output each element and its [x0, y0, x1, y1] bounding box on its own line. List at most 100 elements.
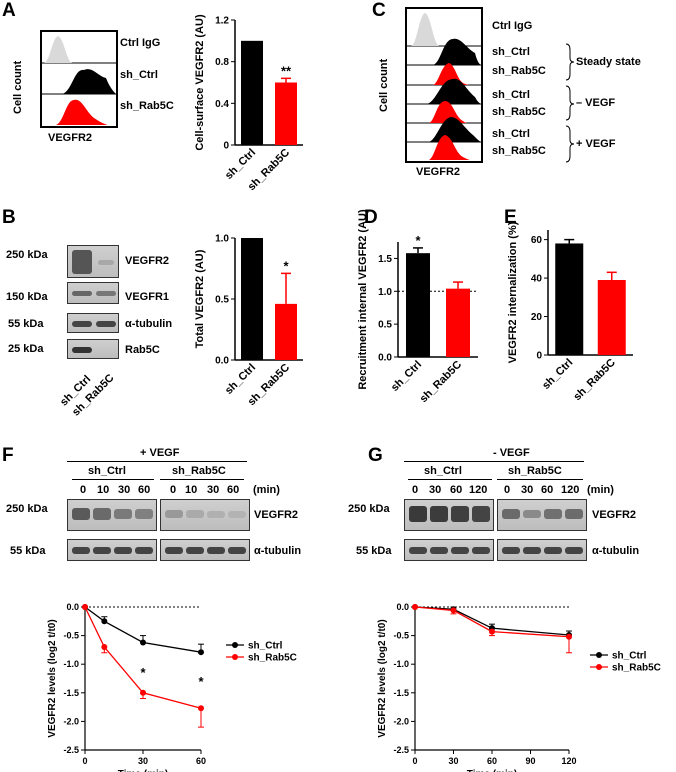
- y-axis-label: VEGFR2 levels (log2 t/t0): [47, 619, 58, 737]
- y-tick-label: -2.0: [63, 716, 79, 726]
- marker-label-b: 150 kDa: [6, 291, 48, 303]
- timepoint-label-f: 10: [185, 484, 198, 496]
- histogram-a-ylabel: Cell count: [12, 60, 24, 114]
- group-label-c: + VEGF: [576, 138, 616, 150]
- group-line-g: [408, 479, 492, 480]
- data-point: [198, 705, 204, 712]
- bar: [275, 82, 297, 145]
- histogram-c-row-label: Ctrl IgG: [492, 20, 533, 32]
- histogram-a-shrab5c: [56, 99, 108, 125]
- histogram-a-row-label: sh_Rab5C: [120, 100, 174, 112]
- x-tick-label: 0: [412, 756, 417, 766]
- y-tick-label: -1.5: [63, 688, 79, 698]
- group-line-f: [72, 479, 154, 480]
- bar: [241, 40, 263, 146]
- timepoint-label-f: 30: [118, 484, 131, 496]
- histogram-c-curves: [407, 13, 481, 160]
- blot-b-vegfr1: [67, 282, 119, 304]
- y-axis-label: Cell-surface VEGFR2 (AU): [194, 14, 206, 151]
- x-tick-label: 0: [82, 756, 87, 766]
- panel-letter-d: D: [364, 207, 378, 228]
- histogram-a-row-label: sh_Ctrl: [120, 69, 158, 81]
- legend-label: sh_Ctrl: [612, 651, 647, 662]
- series-line: [414, 606, 570, 638]
- bar: [555, 243, 584, 355]
- x-tick-label: sh_Ctrl: [389, 359, 424, 394]
- x-tick-label: sh_Rab5C: [418, 359, 465, 406]
- protein-label-b: α-tubulin: [125, 318, 173, 330]
- y-tick-label: 1.0: [215, 234, 229, 245]
- time-unit-g: (min): [587, 484, 614, 496]
- timepoint-label-f: 30: [207, 484, 220, 496]
- histogram-c-row-label: sh_Ctrl: [492, 46, 530, 58]
- timepoint-label-f: 10: [97, 484, 110, 496]
- y-tick-label: 0: [223, 141, 229, 152]
- y-tick-label: 1.0: [378, 287, 392, 298]
- blot-g-tubulin-shrab5c: [497, 539, 587, 561]
- legend-label: sh_Rab5C: [612, 663, 661, 674]
- condition-line-f: [67, 461, 247, 462]
- marker-label-b: 55 kDa: [8, 318, 44, 330]
- histogram-c-shctrl: [427, 78, 481, 104]
- histogram-a-igg: [44, 36, 72, 63]
- group-label-g: sh_Ctrl: [424, 465, 462, 477]
- blot-b-rab5c: [67, 339, 119, 359]
- legend-marker: [596, 652, 602, 658]
- marker-label-f: 250 kDa: [6, 503, 48, 515]
- y-tick-label: 20: [531, 312, 543, 323]
- y-tick-label: 0.0: [396, 602, 409, 612]
- histogram-c-igg: [411, 13, 439, 46]
- timepoint-label-f: 0: [80, 484, 87, 496]
- protein-label-f: VEGFR2: [254, 509, 299, 521]
- histogram-c-shrab5c: [429, 101, 469, 123]
- y-tick-label: -1.0: [63, 659, 79, 669]
- flow-histogram-a: [40, 30, 118, 128]
- y-axis-label: Total VEGFR2 (AU): [194, 249, 206, 348]
- histogram-a-row-label: Ctrl IgG: [120, 37, 161, 49]
- x-tick-label: 120: [561, 756, 576, 766]
- blot-g-vegfr2-shctrl: [404, 499, 494, 531]
- histogram-c-row-label: sh_Ctrl: [492, 89, 530, 101]
- line-chart-f: 0.0 -0.5 -1.0 -1.5 -2.0 -2.50 30 60 Time (min) VE…: [47, 602, 297, 772]
- protein-label-b: Rab5C: [125, 344, 160, 356]
- timepoint-label-g: 30: [429, 484, 442, 496]
- y-axis-label: Recruitment internal VEGFR2 (AU): [357, 209, 369, 390]
- group-label-c: Steady state: [576, 56, 641, 68]
- marker-label-b: 250 kDa: [6, 249, 48, 261]
- panel-letter-f: F: [2, 445, 14, 466]
- bar: [241, 238, 263, 360]
- x-tick-label: 60: [487, 756, 497, 766]
- timepoint-label-g: 60: [450, 484, 463, 496]
- panel-letter-b: B: [2, 207, 16, 228]
- histogram-c-ylabel: Cell count: [378, 58, 390, 112]
- condition-label-g: - VEGF: [493, 447, 530, 459]
- group-label-f: sh_Rab5C: [172, 465, 226, 477]
- histogram-c-row-label: sh_Rab5C: [492, 145, 546, 157]
- blot-f-tubulin-shctrl: [67, 539, 157, 561]
- bar-chart-d: 0.0 0.5 1.0 1.5 Recruitment internal VEGFR2 …: [357, 209, 478, 406]
- x-tick-label: 30: [138, 756, 148, 766]
- protein-label-b: VEGFR2: [125, 255, 170, 267]
- y-tick-label: 60: [531, 235, 543, 246]
- series-line: [84, 606, 202, 709]
- histogram-c-row-label: sh_Rab5C: [492, 65, 546, 77]
- blot-g-vegfr2-shrab5c: [497, 499, 587, 531]
- timepoint-label-g: 30: [521, 484, 534, 496]
- legend-marker: [232, 654, 238, 660]
- legend-label: sh_Rab5C: [248, 653, 297, 664]
- x-tick-label: 60: [196, 756, 206, 766]
- group-line-f: [160, 479, 244, 480]
- significance-mark: *: [283, 258, 289, 273]
- histogram-c-row-label: sh_Rab5C: [492, 106, 546, 118]
- legend-marker: [232, 642, 238, 648]
- blot-f-vegfr2-shctrl: [67, 499, 157, 531]
- legend-marker: [596, 664, 602, 670]
- histogram-c-shctrl: [429, 117, 481, 142]
- y-tick-label: 0.4: [215, 99, 229, 110]
- y-tick-label: -2.5: [393, 745, 409, 755]
- histogram-c-row-label: sh_Ctrl: [492, 128, 530, 140]
- timepoint-label-g: 120: [469, 484, 488, 496]
- condition-label-f: + VEGF: [140, 447, 180, 459]
- data-point: [140, 689, 146, 696]
